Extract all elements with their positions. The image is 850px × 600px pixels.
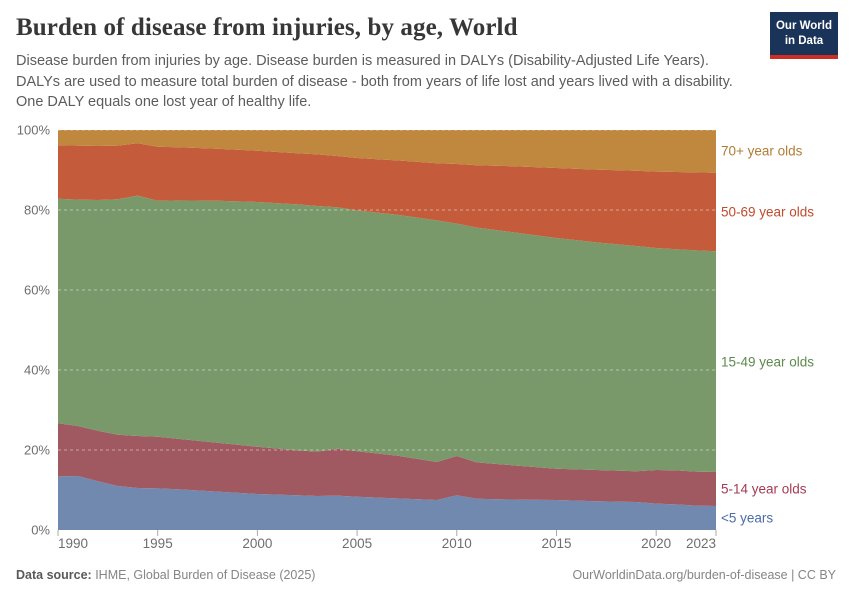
data-source: Data source: IHME, Global Burden of Dise…: [16, 568, 315, 582]
chart-footer: Data source: IHME, Global Burden of Dise…: [16, 568, 836, 582]
x-axis-label-2015: 2015: [541, 536, 572, 551]
data-source-value: IHME, Global Burden of Disease (2025): [91, 568, 316, 582]
y-axis-label-60: 60%: [23, 282, 50, 298]
area-5-14-year-olds[interactable]: [58, 423, 716, 506]
y-axis-label-0: 0%: [31, 522, 50, 538]
owid-logo[interactable]: Our World in Data: [770, 12, 838, 59]
legend-label-5-years[interactable]: <5 years: [721, 510, 774, 526]
legend-label-15-49-year-olds[interactable]: 15-49 year olds: [721, 354, 815, 370]
x-axis-label-2023: 2023: [685, 536, 716, 551]
area-50-69-year-olds[interactable]: [58, 143, 716, 252]
x-axis-label-1990: 1990: [58, 536, 89, 551]
x-axis-label-1995: 1995: [142, 536, 173, 551]
y-axis-label-100: 100%: [16, 122, 50, 138]
legend-label-50-69-year-olds[interactable]: 50-69 year olds: [721, 204, 815, 220]
chart-subtitle: Disease burden from injuries by age. Dis…: [16, 53, 733, 111]
x-axis-label-2000: 2000: [242, 536, 273, 551]
area-5-years[interactable]: [58, 476, 716, 530]
x-axis-label-2005: 2005: [342, 536, 373, 551]
area-15-49-year-olds[interactable]: [58, 195, 716, 472]
owid-logo-line1: Our World: [775, 20, 832, 32]
x-axis-label-2010: 2010: [441, 536, 472, 551]
y-axis-label-20: 20%: [23, 442, 50, 458]
owid-logo-line2: in Data: [784, 34, 824, 47]
credit-link[interactable]: OurWorldinData.org/burden-of-disease | C…: [572, 568, 836, 582]
y-axis-label-40: 40%: [23, 362, 50, 378]
legend-label-70-year-olds[interactable]: 70+ year olds: [721, 143, 803, 159]
page-title: Burden of disease from injuries, by age,…: [16, 14, 518, 41]
x-axis-label-2020: 2020: [641, 536, 672, 551]
chart-header: Burden of disease from injuries, by age,…: [16, 14, 834, 113]
y-axis-label-80: 80%: [23, 202, 50, 218]
area-70-year-olds[interactable]: [58, 130, 716, 173]
legend-label-5-14-year-olds[interactable]: 5-14 year olds: [721, 481, 807, 497]
data-source-label: Data source:: [16, 568, 92, 582]
